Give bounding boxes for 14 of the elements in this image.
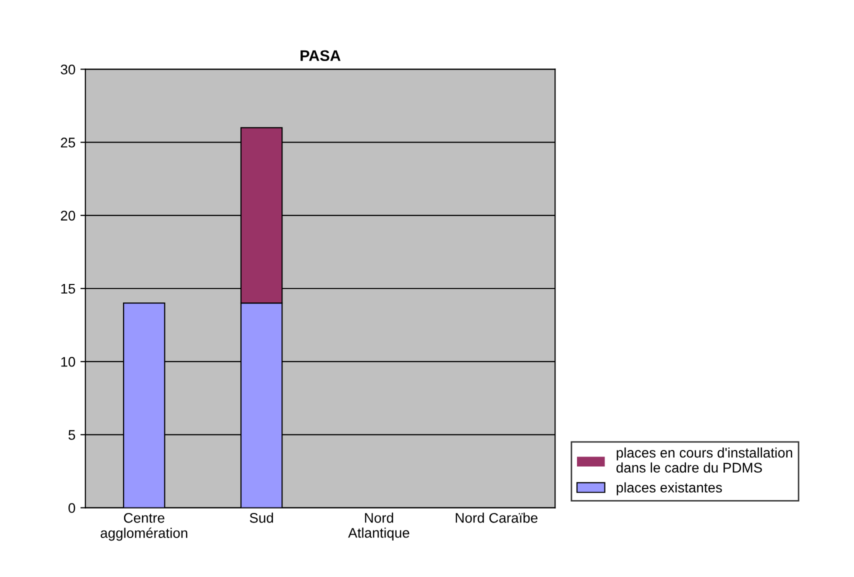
y-tick-label: 30 (60, 64, 76, 74)
x-tick-label: Sud (250, 512, 273, 523)
y-tick-label: 0 (68, 503, 76, 513)
y-tick-label: 25 (60, 138, 76, 148)
x-tick-label: Nord Atlantique (348, 512, 410, 541)
y-tick-label: 20 (60, 210, 76, 221)
y-tick-label: 15 (61, 284, 76, 294)
legend-label: places existantes (616, 482, 722, 496)
y-tick-label: 10 (61, 356, 76, 367)
y-tick-label: 5 (68, 430, 76, 440)
legend-label: places en cours d'installation dans le cadre du PDMS (616, 447, 792, 473)
x-tick-label: Nord Caraïbe (456, 512, 538, 523)
chart-title: PASA (300, 50, 341, 62)
x-tick-label: Centre agglomération (100, 512, 188, 541)
